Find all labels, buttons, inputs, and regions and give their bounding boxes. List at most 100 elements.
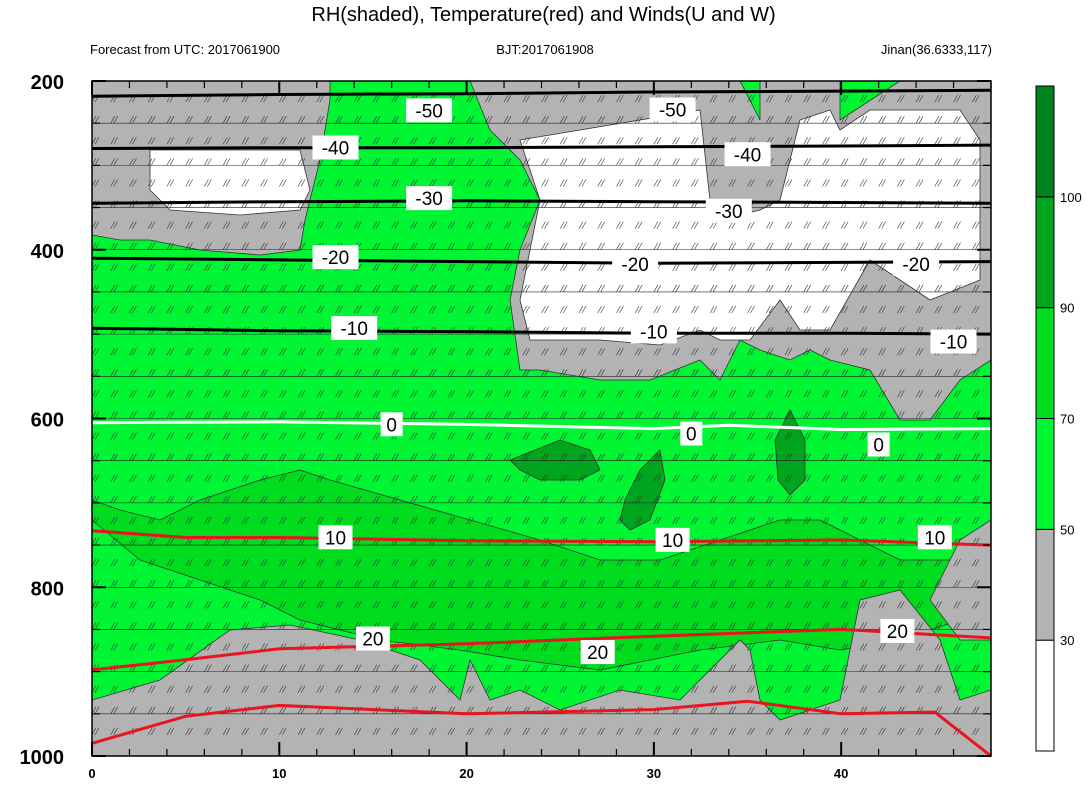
wind-barb [878, 348, 886, 356]
wind-barb [541, 474, 549, 482]
wind-barb [147, 474, 156, 482]
x-tick-label: 30 [647, 766, 661, 781]
wind-barb [634, 516, 643, 525]
contour-label-box [649, 97, 696, 122]
wind-barb [915, 179, 924, 187]
wind-barb [616, 369, 624, 377]
wind-barb [503, 495, 512, 504]
wind-barb [222, 179, 231, 187]
wind-barb [822, 432, 830, 440]
wind-barb [972, 495, 980, 504]
wind-barb [934, 369, 943, 377]
wind-barb [784, 158, 793, 166]
contour-label-box [705, 198, 752, 223]
wind-barb [634, 601, 643, 609]
wind-barb [953, 369, 961, 377]
wind-barb [709, 559, 718, 567]
wind-barb [297, 601, 306, 609]
wind-barb [391, 559, 399, 567]
wind-barb [765, 706, 774, 714]
wind-barb [747, 116, 755, 124]
wind-barb [204, 601, 212, 609]
wind-barb [428, 601, 437, 609]
wind-barb [410, 348, 418, 356]
wind-barb [222, 411, 231, 419]
wind-barb [934, 242, 943, 250]
wind-barb [747, 179, 755, 187]
wind-barb [822, 305, 830, 314]
wind-barb [747, 601, 755, 609]
wind-barb [410, 284, 418, 293]
wind-barb [316, 284, 325, 293]
wind-barb [503, 263, 512, 271]
wind-barb [428, 516, 437, 525]
wind-barb [391, 495, 399, 504]
wind-barb [129, 284, 137, 293]
wind-barb [990, 354, 991, 356]
wind-barb [260, 284, 268, 293]
wind-barb [485, 622, 493, 630]
wind-barb [578, 116, 587, 124]
wind-barb [616, 727, 624, 736]
wind-barb [672, 348, 680, 356]
wind-barb [559, 221, 568, 229]
wind-barb [485, 94, 493, 103]
wind-barb [485, 643, 493, 651]
wind-barb [503, 284, 512, 293]
wind-barb [840, 516, 849, 525]
wind-barb [653, 369, 662, 377]
wind-barb [204, 390, 212, 398]
wind-barb [709, 706, 718, 714]
wind-barb [372, 305, 381, 314]
wind-barb [784, 221, 793, 229]
wind-barb [634, 643, 643, 651]
wind-barb [709, 242, 718, 250]
wind-barb [840, 242, 849, 250]
wind-barb [391, 664, 399, 672]
wind-barb [297, 622, 306, 630]
wind-barb [840, 727, 849, 736]
wind-barb [822, 664, 830, 672]
wind-barb [709, 622, 718, 630]
wind-barb [447, 263, 456, 271]
wind-barb [204, 348, 212, 356]
wind-barb [728, 516, 737, 525]
wind-barb [241, 179, 250, 187]
wind-barb [222, 601, 231, 609]
wind-barb [466, 453, 474, 461]
wind-barb [410, 474, 418, 482]
wind-barb [634, 305, 643, 314]
wind-barb [972, 727, 980, 736]
wind-barb [241, 601, 250, 609]
wind-barb [316, 390, 325, 398]
wind-barb [541, 495, 549, 504]
wind-barb [634, 727, 643, 736]
wind-barb [559, 516, 568, 525]
wind-barb [185, 474, 193, 482]
wind-barb [915, 453, 924, 461]
wind-barb [653, 179, 662, 187]
wind-barb [466, 116, 474, 124]
wind-barb [222, 158, 231, 166]
wind-barb [447, 495, 456, 504]
wind-barb [241, 411, 250, 419]
wind-barb [204, 116, 212, 124]
wind-barb [784, 411, 793, 419]
wind-barb [335, 580, 343, 588]
wind-barb [915, 664, 924, 672]
wind-barb [953, 263, 961, 271]
wind-barb [765, 305, 774, 314]
wind-barb [859, 284, 868, 293]
wind-barb [953, 94, 961, 103]
wind-barb [222, 685, 231, 693]
wind-barb [616, 348, 624, 356]
wind-barb [578, 158, 587, 166]
contour-labels: -50 -50 -40 -40 -30 -30 -20 -20 -20 -10 -10 -10 0 0 0 1… [312, 97, 977, 665]
wind-barb [597, 495, 605, 504]
wind-barb [803, 432, 811, 440]
wind-barb [204, 221, 212, 229]
wind-barb [672, 559, 680, 567]
wind-barb [410, 601, 418, 609]
wind-barb [410, 158, 418, 166]
wind-barb [709, 116, 718, 124]
